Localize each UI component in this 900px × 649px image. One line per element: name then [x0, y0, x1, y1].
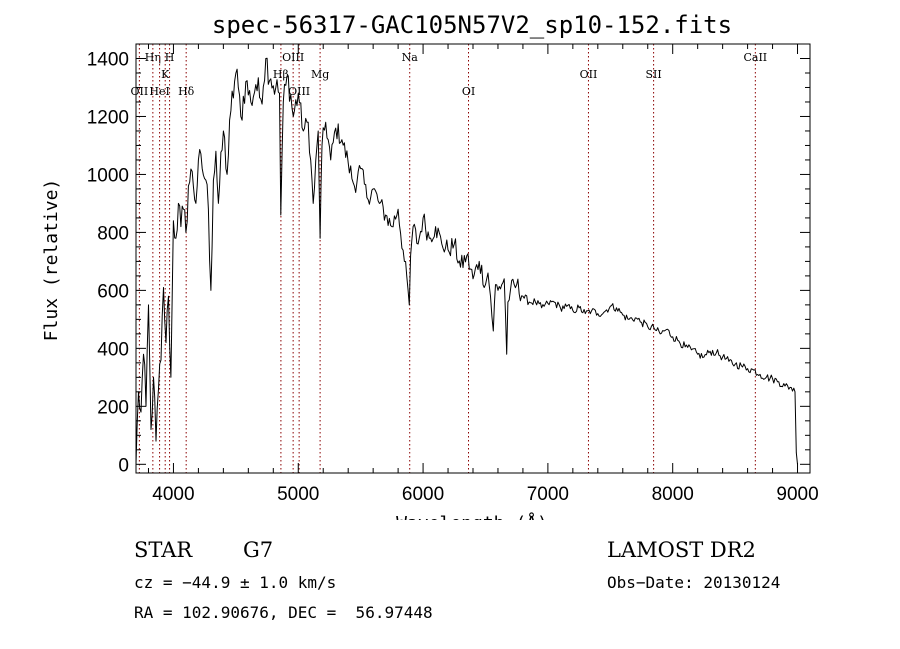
- y-tick-label: 400: [97, 339, 129, 360]
- line-marker-label: SII: [645, 68, 661, 81]
- line-marker-label: OIII: [288, 85, 310, 98]
- x-tick-label: 6000: [402, 484, 444, 505]
- x-tick-label: 9000: [776, 484, 818, 505]
- x-tick-label: 5000: [277, 484, 319, 505]
- y-tick-label: 200: [97, 397, 129, 418]
- line-marker-label: OIII: [282, 51, 304, 64]
- line-marker-label: Mg: [311, 68, 329, 81]
- x-tick-label: 8000: [652, 484, 694, 505]
- spectrum-line: [135, 57, 798, 465]
- object-class: STAR: [134, 538, 193, 562]
- line-marker-label: H: [165, 51, 175, 64]
- line-marker-label: OII: [131, 85, 149, 98]
- object-subclass: G7: [243, 538, 274, 562]
- redshift-cz: cz = −44.9 ± 1.0 km/s: [134, 573, 337, 592]
- obs-date: Obs−Date: 20130124: [607, 573, 781, 592]
- line-marker-label: Hδ: [178, 85, 195, 98]
- plot-frame: [135, 43, 811, 474]
- survey-name: LAMOST DR2: [607, 538, 756, 562]
- y-tick-label: 0: [118, 455, 129, 476]
- x-tick-label: 7000: [527, 484, 569, 505]
- series-layer: [135, 57, 798, 465]
- y-tick-label: 800: [97, 223, 129, 244]
- line-marker-label: Na: [402, 51, 419, 64]
- y-axis-label: Flux (relative): [41, 179, 62, 342]
- line-marker-label: OI: [462, 85, 475, 98]
- line-marker-label: Hβ: [273, 68, 289, 81]
- tick-layer: 4000 5000 6000 7000 8000 9000 0 200 400 600 800 100…: [87, 44, 819, 505]
- spectrum-chart: spec-56317-GAC105N57V2_sp10-152.fits OII…: [41, 11, 819, 520]
- line-marker-label: CaII: [743, 51, 767, 64]
- line-marker-label: K: [161, 68, 170, 81]
- y-tick-label: 1000: [87, 165, 129, 186]
- ra-dec: RA = 102.90676, DEC = 56.97448: [134, 603, 433, 622]
- line-marker-label: OII: [580, 68, 598, 81]
- line-marker-label: HeI: [149, 85, 169, 98]
- y-tick-label: 600: [97, 281, 129, 302]
- x-axis-label: Wavelength (Å): [396, 512, 548, 520]
- chart-title: spec-56317-GAC105N57V2_sp10-152.fits: [212, 11, 732, 39]
- line-marker-label: Hη: [145, 51, 161, 64]
- y-tick-label: 1200: [87, 107, 129, 128]
- y-tick-label: 1400: [87, 49, 129, 70]
- x-tick-label: 4000: [152, 484, 194, 505]
